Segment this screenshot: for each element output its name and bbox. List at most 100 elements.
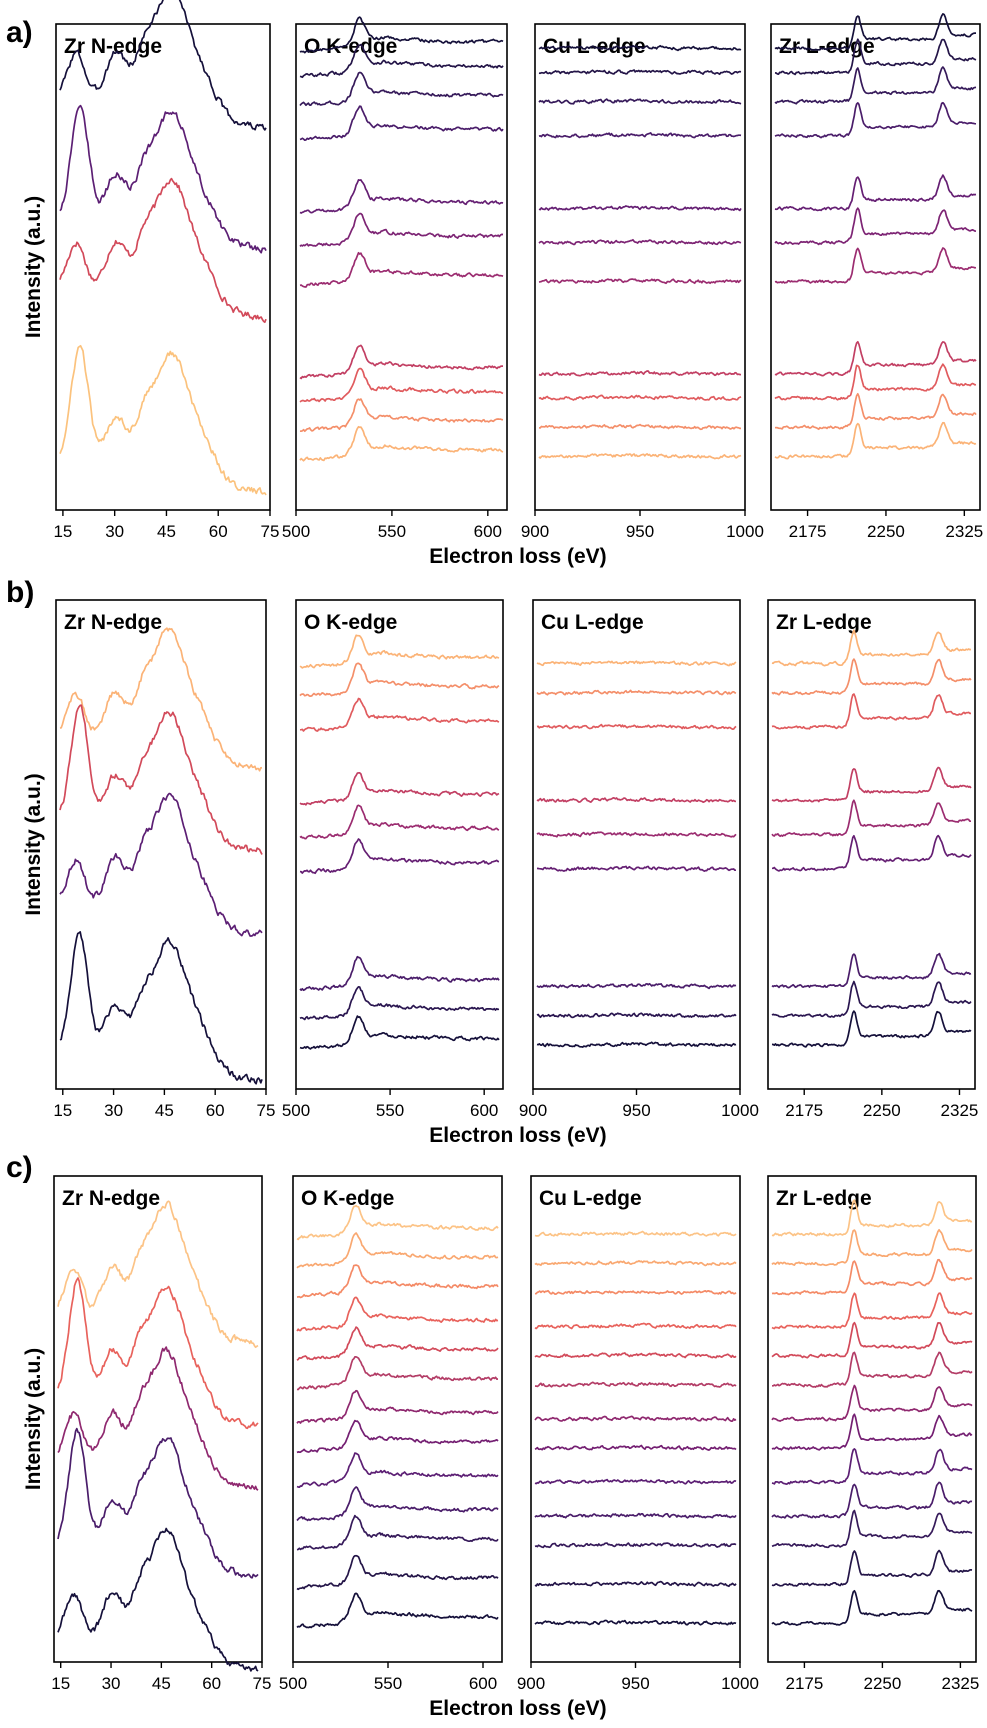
- spectrum-line: [771, 799, 971, 838]
- spectrum-line: [771, 1258, 973, 1296]
- spectrum-line: [296, 1232, 499, 1269]
- x-tick-label: 900: [521, 522, 549, 541]
- plot-frame: [295, 599, 504, 1090]
- spectrum-line: [299, 425, 504, 462]
- spectrum-line: [771, 1292, 973, 1330]
- subplot-title: Cu L-edge: [539, 1187, 642, 1210]
- spectrum-line: [771, 1509, 973, 1549]
- spectrum-line: [536, 1012, 737, 1019]
- subplot-title: O K-edge: [301, 1187, 394, 1210]
- spectrum-line: [536, 865, 736, 872]
- x-tick-label: 45: [157, 522, 176, 541]
- spectrum-line: [296, 1554, 499, 1591]
- x-tick-label: 2325: [945, 522, 983, 541]
- spectrum-line: [534, 1381, 737, 1388]
- x-tick-label: 30: [102, 1674, 121, 1693]
- x-tick-label: 15: [53, 522, 72, 541]
- spectrum-line: [534, 1352, 737, 1359]
- spectrum-line: [534, 1322, 737, 1330]
- spectrum-line: [774, 421, 977, 460]
- x-tick-label: 2325: [941, 1674, 979, 1693]
- spectrum-line: [536, 689, 737, 696]
- x-tick-label: 1000: [726, 522, 764, 541]
- spectrum-line: [538, 453, 742, 460]
- y-axis-label: Intensity (a.u.): [22, 1348, 45, 1490]
- spectrum-line: [296, 1419, 499, 1454]
- spectrum-line: [538, 278, 742, 285]
- spectrum-line: [57, 1200, 259, 1349]
- spectrum-line: [538, 370, 742, 377]
- spectrum-line: [299, 662, 500, 697]
- spectrum-line: [57, 1427, 259, 1579]
- plot-frame: [770, 23, 981, 511]
- panel-label: a): [6, 16, 33, 49]
- subplot-cu-l-edge: Cu L-edge 900 950 1000: [519, 599, 759, 1120]
- subplot-zr-l-edge: Zr L-edge 2175 2250 2325: [767, 599, 978, 1120]
- subplot-o-k-edge: O K-edge 500 550 600: [282, 16, 508, 541]
- spectrum-line: [538, 69, 742, 76]
- spectrum-line: [771, 1413, 973, 1451]
- spectrum-line: [296, 1486, 499, 1522]
- panel-b: b) Intensity (a.u.) Electron loss (eV) Zr N…: [6, 576, 978, 1147]
- x-tick-label: 600: [474, 522, 502, 541]
- x-tick-label: 500: [282, 1101, 310, 1120]
- spectrum-line: [771, 1321, 973, 1359]
- spectrum-line: [774, 174, 977, 212]
- spectrum-line: [536, 831, 737, 838]
- plot-frame: [534, 23, 746, 511]
- spectrum-line: [771, 952, 972, 989]
- x-tick-label: 60: [206, 1101, 225, 1120]
- x-tick-label: 900: [519, 1101, 547, 1120]
- x-tick-label: 15: [53, 1101, 72, 1120]
- spectrum-line: [299, 697, 500, 732]
- subplot-o-k-edge: O K-edge 500 550 600: [279, 1175, 503, 1693]
- panel-c: c) Intensity (a.u.) Electron loss (eV) Zr N…: [6, 1151, 979, 1720]
- y-axis-label: Intensity (a.u.): [22, 196, 45, 338]
- spectrum-line: [774, 207, 977, 246]
- x-tick-label: 75: [261, 522, 280, 541]
- spectrum-line: [299, 838, 500, 875]
- x-tick-label: 2250: [863, 1674, 901, 1693]
- spectrum-line: [774, 66, 977, 105]
- spectrum-line: [299, 804, 500, 840]
- x-tick-label: 550: [376, 1101, 404, 1120]
- spectrum-line: [59, 344, 267, 496]
- spectrum-line: [299, 105, 504, 142]
- plot-frame: [55, 23, 271, 511]
- spectrum-line: [536, 660, 737, 667]
- x-tick-label: 75: [253, 1674, 272, 1693]
- spectrum-line: [538, 394, 742, 401]
- spectrum-line: [538, 98, 742, 105]
- x-tick-label: 600: [469, 1674, 497, 1693]
- spectrum-line: [534, 1444, 737, 1451]
- plot-frame: [767, 599, 976, 1090]
- spectrum-line: [296, 1264, 499, 1299]
- subplot-title: Zr N-edge: [62, 1187, 160, 1210]
- spectrum-line: [299, 1015, 500, 1050]
- x-tick-label: 550: [378, 522, 406, 541]
- x-tick-label: 2175: [785, 1101, 823, 1120]
- x-tick-label: 60: [202, 1674, 221, 1693]
- spectrum-line: [59, 704, 263, 855]
- x-tick-label: 950: [622, 1101, 650, 1120]
- subplot-zr-l-edge: Zr L-edge 2175 2250 2325: [767, 1175, 979, 1693]
- spectrum-line: [299, 367, 504, 403]
- subplot-title: O K-edge: [304, 611, 397, 634]
- x-tick-label: 45: [152, 1674, 171, 1693]
- spectrum-line: [536, 723, 737, 730]
- spectrum-line: [536, 1041, 737, 1048]
- spectrum-line: [299, 344, 503, 380]
- plot-frame: [295, 23, 508, 511]
- spectrum-line: [299, 771, 500, 806]
- spectrum-line: [299, 955, 500, 992]
- x-tick-label: 950: [626, 522, 654, 541]
- spectrum-line: [296, 1296, 499, 1332]
- x-tick-label: 550: [374, 1674, 402, 1693]
- subplot-o-k-edge: O K-edge 500 550 600: [282, 599, 504, 1120]
- x-tick-label: 950: [621, 1674, 649, 1693]
- spectrum-line: [534, 1230, 737, 1237]
- x-tick-label: 2250: [863, 1101, 901, 1120]
- spectrum-line: [57, 1527, 259, 1672]
- x-axis-label: Electron loss (eV): [429, 545, 606, 568]
- plot-frame: [55, 599, 267, 1090]
